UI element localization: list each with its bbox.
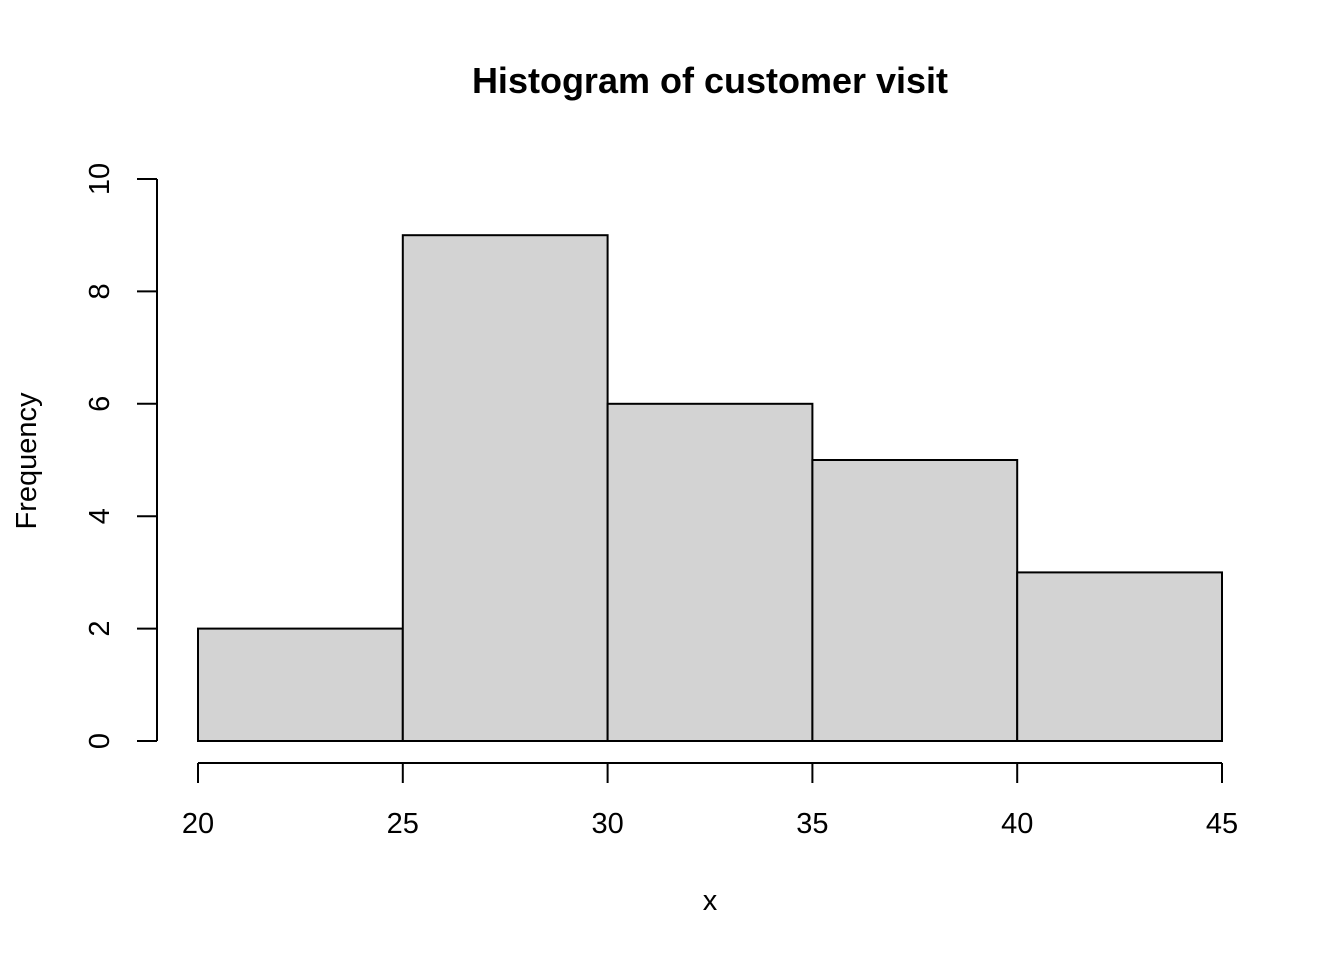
x-tick-label: 40 [1001,808,1033,840]
histogram-bar-1 [197,627,404,742]
x-tick-label: 25 [387,808,419,840]
y-tick-label: 6 [84,396,116,412]
x-tick-label: 35 [796,808,828,840]
histogram-bar-2 [401,234,609,742]
y-tick-label: 10 [84,163,116,195]
y-axis-label: Frequency [11,392,43,530]
y-tick-label: 4 [84,508,116,524]
x-tick-label: 45 [1206,808,1238,840]
y-tick-label: 0 [84,733,116,749]
x-tick-label: 20 [182,808,214,840]
y-axis: 0 2 4 6 8 10 [84,163,158,749]
x-axis: 20 25 30 35 40 45 [182,762,1238,840]
histogram-bar-4 [811,459,1019,742]
y-tick-label: 2 [84,621,116,637]
histogram-bars [197,234,1224,743]
histogram-bar-5 [1016,571,1224,743]
chart-title: Histogram of customer visit [472,60,948,101]
y-tick-label: 8 [84,283,116,299]
x-axis-label: x [703,885,718,917]
histogram-bar-3 [606,402,814,742]
x-tick-label: 30 [591,808,623,840]
